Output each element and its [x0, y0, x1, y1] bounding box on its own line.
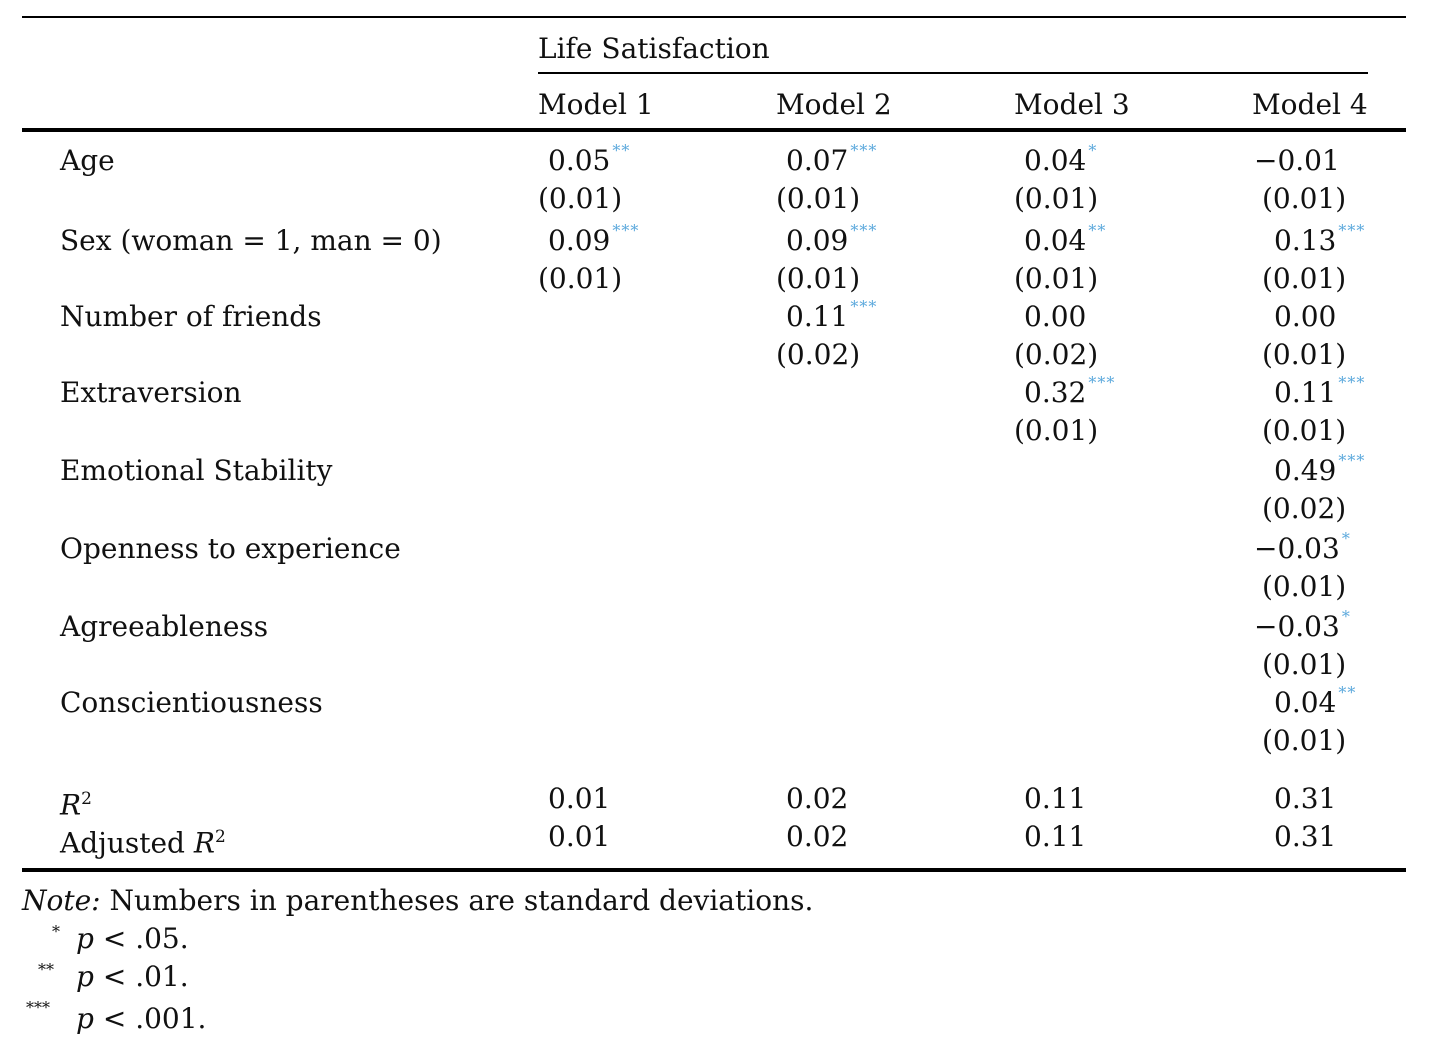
- standard-deviation: (0.01): [1262, 570, 1347, 603]
- standard-deviation: (0.02): [1014, 338, 1099, 371]
- row-label: Extraversion: [60, 376, 242, 409]
- standard-deviation: (0.01): [1262, 262, 1347, 295]
- significance-stars: ***: [1338, 451, 1366, 470]
- coefficient-value: 0.00: [1274, 300, 1337, 333]
- coefficient-value: 0.11: [786, 300, 849, 333]
- row-label: Emotional Stability: [60, 454, 333, 487]
- standard-deviation: (0.02): [776, 338, 861, 371]
- row-label: Sex (woman = 1, man = 0): [60, 224, 442, 257]
- significance-stars: ***: [1088, 373, 1116, 392]
- coefficient: 0.04 **: [1024, 221, 1107, 262]
- significance-stars: ***: [1338, 373, 1366, 392]
- coefficient: 0.11 ***: [786, 297, 878, 338]
- significance-stars: ***: [1338, 221, 1366, 240]
- footnote-text: p < .001.: [76, 1002, 207, 1035]
- row-label: Openness to experience: [60, 532, 401, 565]
- footnote-mark: **: [38, 960, 54, 979]
- coefficient-value: 0.09: [548, 224, 611, 257]
- coefficient: 0.09 ***: [548, 221, 640, 262]
- significance-stars: ***: [850, 297, 878, 316]
- significance-stars: ***: [612, 221, 640, 240]
- coefficient-value: 0.00: [1024, 300, 1087, 333]
- standard-deviation: (0.01): [538, 262, 623, 295]
- coefficient-value: 0.05: [548, 144, 611, 177]
- standard-deviation: (0.02): [1262, 492, 1347, 525]
- header-rule: [22, 128, 1406, 132]
- significance-stars: **: [1338, 683, 1357, 702]
- coefficient-value: 0.04: [1024, 224, 1087, 257]
- significance-stars: **: [1088, 221, 1107, 240]
- note-line: Note: Numbers in parentheses are standar…: [22, 884, 814, 917]
- coefficient: −0.03 *: [1254, 529, 1351, 570]
- coefficient: 0.04 **: [1274, 683, 1357, 724]
- adjusted-r2-label: Adjusted R2: [60, 826, 226, 860]
- coefficient-value: 0.07: [786, 144, 849, 177]
- significance-stars: ***: [850, 141, 878, 160]
- coefficient-value: −0.03: [1254, 610, 1340, 643]
- coefficient: 0.00: [1024, 300, 1088, 338]
- standard-deviation: (0.01): [776, 182, 861, 215]
- footnote-mark: *: [52, 922, 60, 941]
- coefficient-value: 0.04: [1274, 686, 1337, 719]
- r2-label: R2: [60, 788, 92, 822]
- significance-stars: *: [1341, 529, 1351, 548]
- adjusted-r2-value: 0.31: [1274, 820, 1337, 853]
- coefficient: 0.13 ***: [1274, 221, 1366, 262]
- row-label: Agreeableness: [60, 610, 269, 643]
- coefficient-value: 0.13: [1274, 224, 1337, 257]
- coefficient: 0.09 ***: [786, 221, 878, 262]
- standard-deviation: (0.01): [1014, 414, 1099, 447]
- r2-value: 0.31: [1274, 782, 1337, 815]
- standard-deviation: (0.01): [1262, 338, 1347, 371]
- coefficient-value: 0.09: [786, 224, 849, 257]
- adjusted-r2-value: 0.01: [548, 820, 611, 853]
- r2-value: 0.01: [548, 782, 611, 815]
- significance-stars: **: [612, 141, 631, 160]
- row-label: Conscientiousness: [60, 686, 323, 719]
- standard-deviation: (0.01): [1262, 414, 1347, 447]
- coefficient: 0.11 ***: [1274, 373, 1366, 414]
- standard-deviation: (0.01): [1014, 262, 1099, 295]
- standard-deviation: (0.01): [1262, 648, 1347, 681]
- r2-value: 0.11: [1024, 782, 1087, 815]
- standard-deviation: (0.01): [1014, 182, 1099, 215]
- coefficient-value: 0.32: [1024, 376, 1087, 409]
- top-rule: [22, 16, 1406, 18]
- coefficient: 0.05 **: [548, 141, 631, 182]
- footnote-mark: ***: [26, 998, 50, 1017]
- coefficient-value: −0.01: [1254, 144, 1340, 177]
- coefficient: −0.03 *: [1254, 607, 1351, 648]
- coefficient: 0.07 ***: [786, 141, 878, 182]
- coefficient: 0.00: [1274, 300, 1338, 338]
- significance-stars: *: [1088, 141, 1098, 160]
- coefficient-value: 0.49: [1274, 454, 1337, 487]
- model-3-header: Model 3: [1014, 88, 1130, 121]
- group-header: Life Satisfaction: [538, 32, 770, 65]
- model-4-header: Model 4: [1252, 88, 1368, 121]
- row-label: Number of friends: [60, 300, 322, 333]
- standard-deviation: (0.01): [1262, 724, 1347, 757]
- footnote-text: p < .05.: [76, 922, 189, 955]
- adjusted-r2-value: 0.11: [1024, 820, 1087, 853]
- standard-deviation: (0.01): [538, 182, 623, 215]
- standard-deviation: (0.01): [1262, 182, 1347, 215]
- coefficient: 0.49 ***: [1274, 451, 1366, 492]
- model-2-header: Model 2: [776, 88, 892, 121]
- coefficient-value: −0.03: [1254, 532, 1340, 565]
- footnote-text: p < .01.: [76, 960, 189, 993]
- adjusted-r2-value: 0.02: [786, 820, 849, 853]
- r2-value: 0.02: [786, 782, 849, 815]
- standard-deviation: (0.01): [776, 262, 861, 295]
- coefficient: −0.01: [1254, 144, 1342, 182]
- group-underline: [538, 72, 1368, 74]
- coefficient-value: 0.11: [1274, 376, 1337, 409]
- coefficient: 0.04 *: [1024, 141, 1098, 182]
- bottom-rule: [22, 868, 1406, 872]
- coefficient: 0.32 ***: [1024, 373, 1116, 414]
- row-label: Age: [60, 144, 115, 177]
- significance-stars: ***: [850, 221, 878, 240]
- model-1-header: Model 1: [538, 88, 654, 121]
- coefficient-value: 0.04: [1024, 144, 1087, 177]
- significance-stars: *: [1341, 607, 1351, 626]
